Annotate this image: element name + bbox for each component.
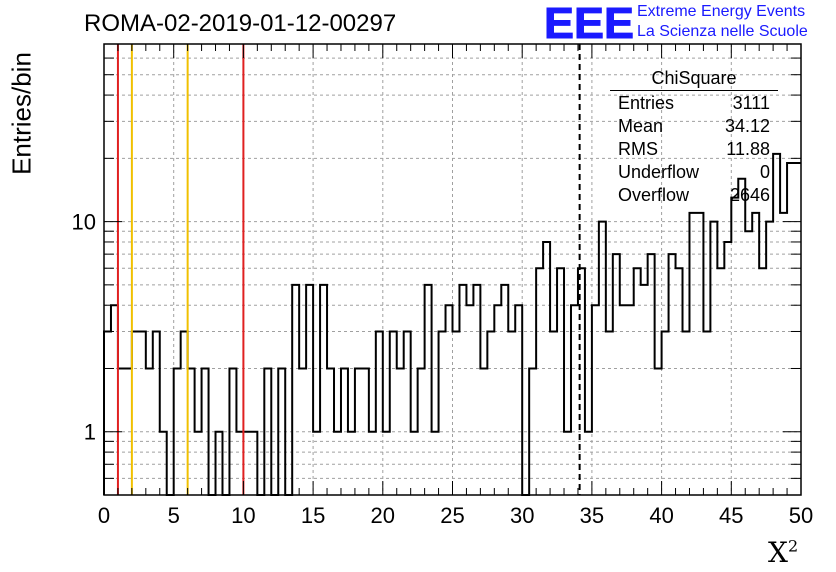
x-tick-label: 5 — [168, 503, 180, 528]
x-tick-label: 30 — [510, 503, 534, 528]
x-tick-label: 20 — [371, 503, 395, 528]
stats-key: Mean — [618, 116, 664, 136]
stats-key: Entries — [618, 93, 675, 113]
stats-value: 34.12 — [724, 116, 770, 136]
logo-text: Extreme Energy Events La Scienza nelle S… — [637, 2, 808, 42]
stats-value: 0 — [759, 162, 770, 182]
stats-value: 11.88 — [726, 139, 770, 159]
y-tick-label: 10 — [72, 210, 96, 235]
stats-row-mean: Mean 34.12 — [610, 114, 778, 137]
x-tick-label: 0 — [98, 503, 110, 528]
chart-title: ROMA-02-2019-01-12-00297 — [84, 10, 397, 37]
x-tick-label: 50 — [789, 503, 813, 528]
logo-mark: EEE — [544, 2, 634, 42]
x-tick-label: 25 — [440, 503, 464, 528]
y-axis-label: Entries/bin — [6, 52, 37, 175]
x-axis-label: X2 — [768, 536, 799, 569]
stats-row-overflow: Overflow 2646 — [610, 183, 778, 206]
stats-value: 2646 — [729, 185, 770, 205]
y-tick-label: 1 — [84, 420, 96, 445]
stats-key: Overflow — [618, 185, 690, 205]
stats-key: Underflow — [618, 162, 700, 182]
stats-key: RMS — [618, 139, 658, 159]
eee-logo-icon: EEE — [544, 2, 635, 42]
x-tick-label: 35 — [580, 503, 604, 528]
stats-row-underflow: Underflow 0 — [610, 160, 778, 183]
stats-row-entries: Entries 3111 — [610, 91, 778, 114]
x-tick-label: 15 — [301, 503, 325, 528]
histogram-series — [103, 152, 801, 496]
logo-line-2: La Scienza nelle Scuole — [637, 23, 808, 40]
stats-value: 3111 — [732, 93, 770, 113]
x-tick-label: 45 — [719, 503, 743, 528]
stats-row-rms: RMS 11.88 — [610, 137, 778, 160]
x-tick-label: 10 — [231, 503, 255, 528]
x-tick-label: 40 — [649, 503, 673, 528]
stats-title: ChiSquare — [610, 68, 778, 91]
logo-line-1: Extreme Energy Events — [637, 3, 806, 20]
stats-box: ChiSquare Entries 3111 Mean 34.12 RMS 11… — [610, 68, 778, 206]
